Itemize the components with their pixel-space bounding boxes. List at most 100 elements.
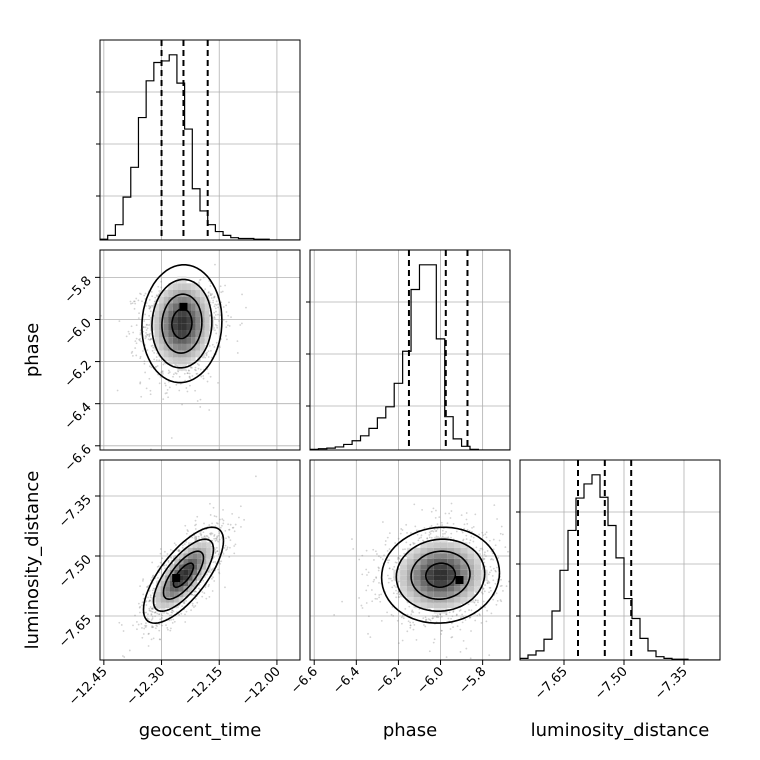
sample-point xyxy=(138,312,140,315)
contour-1 xyxy=(162,550,205,601)
sample-point xyxy=(500,584,503,587)
sample-point xyxy=(189,366,192,369)
sample-point xyxy=(140,622,143,625)
sample-point xyxy=(375,577,378,579)
density-cell xyxy=(204,303,210,311)
sample-point xyxy=(147,596,149,599)
sample-point xyxy=(495,570,497,573)
density-cell xyxy=(168,323,173,331)
density-cell xyxy=(160,586,166,592)
density-cell xyxy=(195,283,201,290)
density-cell xyxy=(191,283,196,290)
sample-point xyxy=(217,553,220,556)
sample-point xyxy=(221,536,223,539)
sample-point xyxy=(391,579,393,582)
sample-point xyxy=(463,527,466,530)
sample-point xyxy=(227,324,229,327)
density-cell xyxy=(191,296,196,304)
panel-frame xyxy=(309,459,511,661)
sample-point xyxy=(228,528,230,531)
sample-point xyxy=(152,575,154,578)
sample-point xyxy=(397,537,400,540)
density-cell xyxy=(186,323,192,331)
sample-point xyxy=(216,550,219,553)
density-cell xyxy=(474,586,481,592)
sample-point xyxy=(144,337,147,340)
sample-point xyxy=(484,533,487,536)
sample-point xyxy=(367,584,369,587)
sample-point xyxy=(151,344,154,347)
sample-point xyxy=(412,543,415,545)
density-cell xyxy=(163,296,169,304)
sample-point xyxy=(144,292,147,295)
sample-point xyxy=(218,538,221,541)
sample-point xyxy=(139,381,142,384)
sample-point xyxy=(208,345,211,347)
sample-point xyxy=(199,359,201,361)
sample-point xyxy=(437,615,440,618)
density-cell xyxy=(178,553,184,559)
sample-point xyxy=(474,513,477,516)
contour-2 xyxy=(151,278,213,369)
sample-point xyxy=(207,372,210,375)
sample-point xyxy=(148,365,151,368)
sample-point xyxy=(201,595,204,598)
xtick-label-geocent_time-2: −12.15 xyxy=(181,664,226,709)
sample-point xyxy=(489,565,492,568)
panel-frame xyxy=(309,249,511,451)
sample-point xyxy=(439,613,441,616)
sample-point xyxy=(429,619,432,622)
sample-point xyxy=(490,612,493,615)
density-cell xyxy=(191,357,196,365)
density-cell xyxy=(460,591,468,598)
sample-point xyxy=(412,628,415,631)
sample-point xyxy=(494,544,497,547)
sample-point xyxy=(406,630,409,633)
sample-point xyxy=(150,579,152,582)
histogram-geocent_time xyxy=(100,54,300,240)
sample-point xyxy=(476,599,479,602)
density-cell xyxy=(433,564,441,570)
ylabel-luminosity_distance: luminosity_distance xyxy=(22,471,43,650)
sample-point xyxy=(160,370,163,373)
sample-point xyxy=(413,542,416,545)
density-cell xyxy=(433,553,441,559)
sample-point xyxy=(365,568,368,571)
sample-point xyxy=(386,559,389,561)
sample-point xyxy=(139,357,142,360)
density-cell xyxy=(200,303,205,311)
density-cell xyxy=(163,337,169,344)
sample-point xyxy=(414,525,417,528)
density-cell xyxy=(183,580,189,587)
density-cell xyxy=(195,310,201,317)
sample-point xyxy=(365,589,368,592)
sample-point xyxy=(215,332,218,335)
sample-point xyxy=(333,614,336,616)
xtick-label-geocent_time-3: −12.00 xyxy=(239,664,284,709)
sample-point xyxy=(164,382,166,385)
density-cell xyxy=(163,290,169,297)
sample-point xyxy=(118,320,121,323)
sample-point xyxy=(222,306,225,308)
sample-point xyxy=(100,314,103,317)
density-cell xyxy=(174,564,179,570)
sample-point xyxy=(351,538,353,540)
density-cell xyxy=(201,569,207,576)
density-cell xyxy=(197,542,202,548)
sample-point xyxy=(455,614,458,617)
sample-point xyxy=(177,549,180,552)
sample-point xyxy=(409,543,412,546)
sample-point xyxy=(199,278,202,281)
sample-point xyxy=(381,558,384,561)
sample-point xyxy=(154,300,157,303)
sample-point xyxy=(392,614,395,617)
sample-point xyxy=(468,609,470,611)
sample-point xyxy=(474,599,477,602)
sample-point xyxy=(166,626,169,629)
sample-point xyxy=(165,624,167,627)
sample-point xyxy=(488,581,491,584)
sample-point xyxy=(452,611,455,613)
xtick-label-geocent_time-1: −12.30 xyxy=(124,664,169,709)
xlabel-phase: phase xyxy=(383,720,437,741)
sample-point xyxy=(195,373,198,375)
